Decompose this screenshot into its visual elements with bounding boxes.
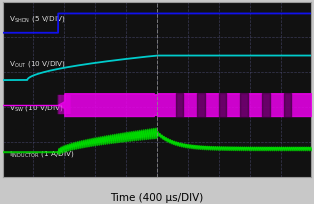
Text: V$_\mathregular{SW}$ (10 V/DIV): V$_\mathregular{SW}$ (10 V/DIV) [9,103,63,113]
Text: Time (400 μs/DIV): Time (400 μs/DIV) [111,192,203,202]
Text: V$_\mathregular{SHDN}$ (5 V/DIV): V$_\mathregular{SHDN}$ (5 V/DIV) [9,14,65,24]
Text: V$_\mathregular{OUT}$ (10 V/DIV): V$_\mathregular{OUT}$ (10 V/DIV) [9,59,66,69]
Text: I$_\mathregular{INDUCTOR}$ (1 A/DIV): I$_\mathregular{INDUCTOR}$ (1 A/DIV) [9,148,74,158]
